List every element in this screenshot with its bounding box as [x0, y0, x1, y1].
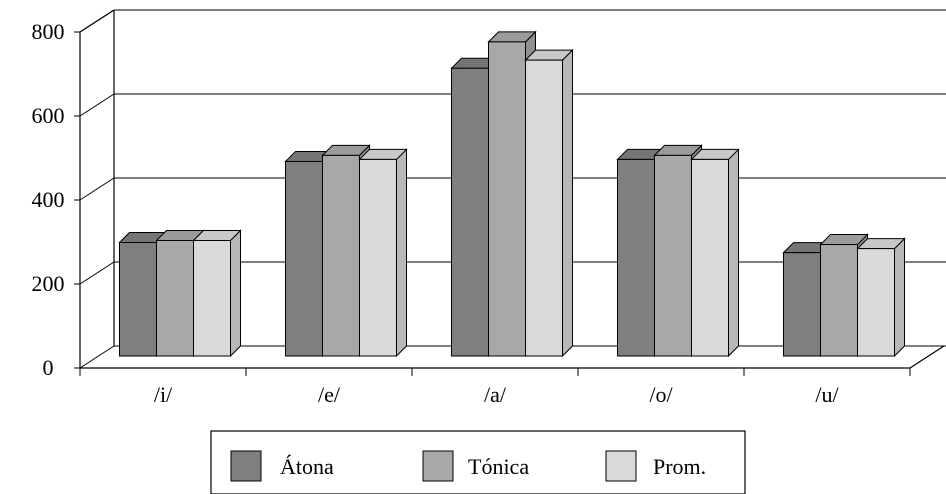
bar-4-2-front: [857, 248, 895, 357]
legend-label-atona: Átona: [280, 454, 334, 479]
y-tick-label-0: 0: [43, 355, 54, 380]
bar-3-0-front: [617, 158, 655, 357]
x-tick-label-4: /u/: [815, 382, 839, 407]
legend-box: [210, 430, 746, 494]
y-tick-label-800: 800: [32, 19, 65, 44]
bar-2-1-front: [488, 41, 526, 357]
floor-right-edge: [909, 345, 945, 369]
gridline-depth-600: [79, 93, 115, 117]
y-tick-label-200: 200: [32, 271, 65, 296]
y-tick-label-400: 400: [32, 187, 65, 212]
gridline-depth-0: [79, 345, 115, 369]
bar-0-1-front: [156, 239, 194, 357]
bars: [118, 30, 906, 358]
bar-1-2-side: [396, 148, 407, 358]
bar-3-1-front: [654, 154, 692, 357]
bar-2-2-side: [562, 48, 573, 358]
y-axis-ticks: 0 200 400 600 800: [32, 19, 65, 380]
bar-4-1-front: [820, 244, 858, 357]
legend-swatch-tonica: [422, 450, 454, 482]
x-tick-label-2: /a/: [484, 382, 507, 407]
legend-label-prom: Prom.: [653, 454, 706, 479]
y-tick-label-600: 600: [32, 103, 65, 128]
axes: [74, 9, 945, 376]
bar-4-2-side: [894, 237, 905, 358]
bar-1-2-front: [359, 158, 397, 357]
x-tick-label-1: /e/: [318, 382, 341, 407]
bar-1-0-front: [285, 160, 323, 357]
bar-3-2-front: [691, 158, 729, 357]
bar-2-0-front: [451, 67, 489, 357]
bar-0-2-side: [230, 229, 241, 358]
x-tick-label-3: /o/: [649, 382, 673, 407]
legend-label-tonica: Tónica: [468, 454, 529, 479]
bar-0-0-front: [119, 242, 157, 357]
x-tick-label-0: /i/: [154, 382, 173, 407]
x-axis-ticks: /i/ /e/ /a/ /o/ /u/: [154, 382, 840, 407]
legend: Átona Tónica Prom.: [210, 430, 746, 494]
legend-swatch-prom: [605, 450, 637, 482]
bar-4-0-front: [783, 252, 821, 357]
bar-0-2-front: [193, 239, 231, 357]
depth-edge-top: [79, 9, 115, 33]
gridline-depth-200: [79, 261, 115, 285]
bar-3-2-side: [728, 148, 739, 358]
bar-1-1-front: [322, 154, 360, 357]
bar-2-2-front: [525, 59, 563, 357]
gridline-depth-400: [79, 177, 115, 201]
legend-swatch-atona: [230, 450, 262, 482]
